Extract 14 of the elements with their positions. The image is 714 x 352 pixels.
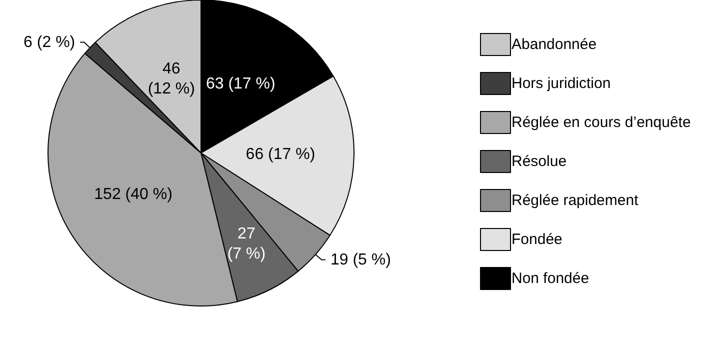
data-label: 19 (5 %) (330, 251, 391, 268)
legend-label: Fondée (512, 231, 562, 248)
legend-label: Hors juridiction (512, 75, 611, 92)
legend-label: Résolue (512, 153, 567, 170)
legend-label: Non fondée (512, 270, 590, 287)
data-label: 6 (2 %) (24, 34, 76, 51)
data-label: 46 (12 %) (148, 60, 195, 98)
legend-label: Réglée rapidement (512, 192, 640, 209)
legend-label: Abandonnée (512, 36, 597, 53)
legend-label: Réglée en cours d’enquête (512, 114, 691, 131)
data-label: 27 (7 %) (227, 225, 266, 262)
data-label: 66 (17 %) (246, 146, 316, 164)
data-label: 152 (40 %) (94, 186, 172, 204)
data-label: 63 (17 %) (206, 76, 276, 93)
